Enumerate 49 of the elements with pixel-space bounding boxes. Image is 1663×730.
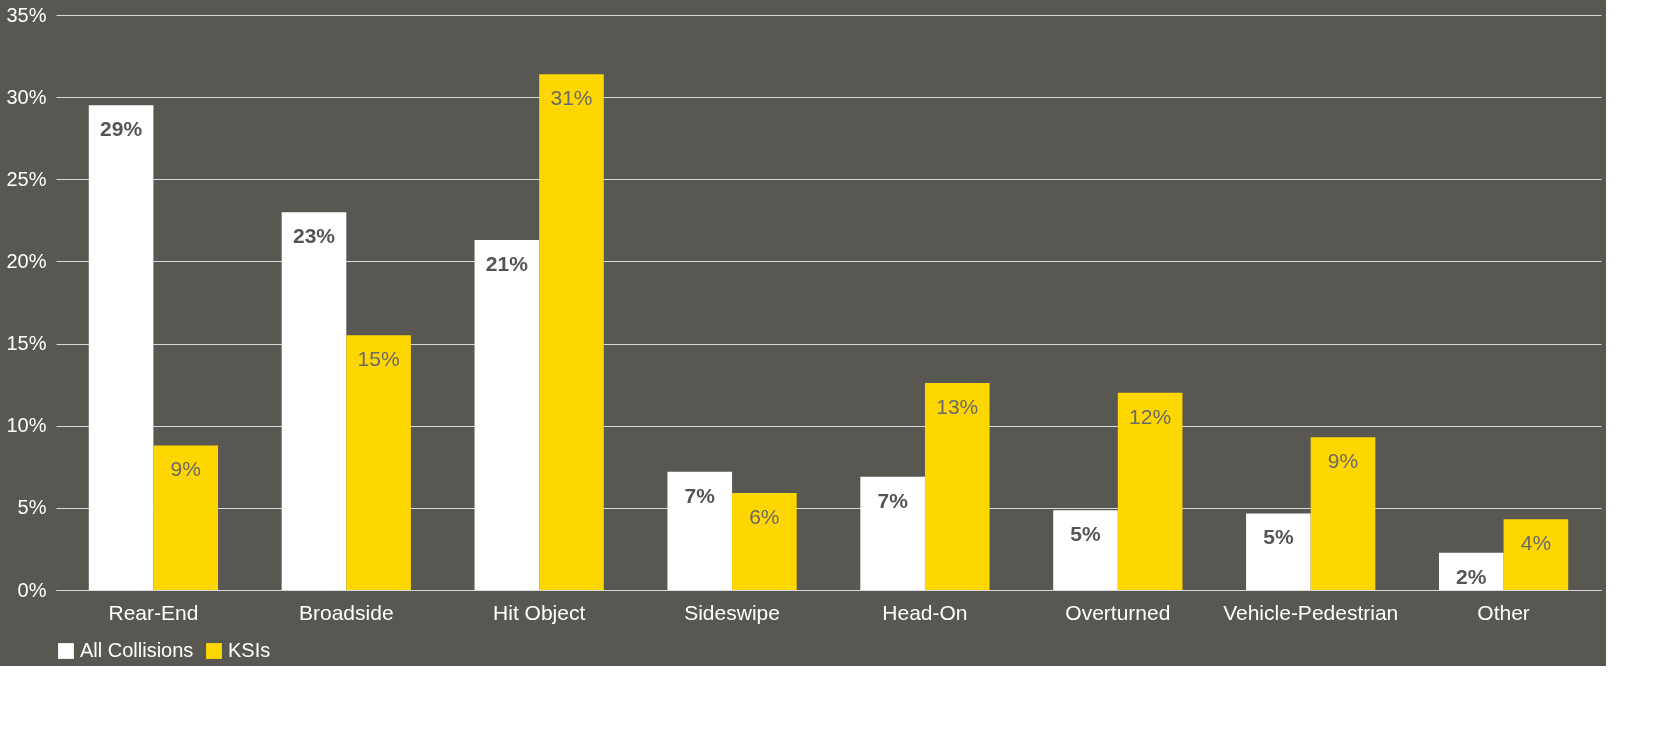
- bar: [1503, 519, 1569, 590]
- data-label: 7%: [877, 488, 909, 512]
- y-tick-label: 30%: [6, 85, 47, 108]
- bar: [667, 471, 733, 590]
- data-label: 12%: [1129, 404, 1172, 428]
- data-label: 9%: [1327, 449, 1359, 473]
- y-tick-label: 15%: [6, 332, 47, 355]
- bar: [88, 105, 154, 590]
- bar: [1246, 513, 1311, 590]
- x-tick-label: Overturned: [1065, 600, 1171, 624]
- y-tick-label: 0%: [17, 578, 47, 601]
- data-label: 21%: [485, 252, 529, 276]
- bar: [153, 445, 219, 590]
- x-tick-label: Hit Object: [493, 600, 586, 624]
- data-label: 31%: [550, 86, 593, 110]
- y-tick-label: 35%: [6, 3, 47, 26]
- legend-label: KSIs: [228, 639, 271, 661]
- x-tick-label: Head-On: [882, 600, 968, 624]
- bar: [539, 74, 604, 590]
- bar: [924, 383, 990, 590]
- data-label: 7%: [684, 483, 716, 507]
- data-label: 5%: [1070, 522, 1102, 546]
- data-label: 15%: [357, 347, 400, 371]
- bar: [1310, 437, 1376, 590]
- bar: [732, 493, 797, 590]
- data-label: 6%: [749, 505, 780, 529]
- bar: [474, 240, 540, 590]
- data-label: 13%: [936, 395, 979, 418]
- x-tick-label: Broadside: [299, 600, 394, 624]
- x-tick-label: Other: [1477, 600, 1530, 624]
- bar: [1117, 392, 1183, 590]
- y-tick-label: 10%: [6, 414, 47, 437]
- data-label: 2%: [1456, 564, 1487, 588]
- data-label: 29%: [100, 117, 143, 141]
- y-tick-label: 5%: [17, 496, 47, 519]
- data-label: 23%: [292, 224, 336, 248]
- bar: [346, 335, 411, 590]
- data-label: 4%: [1520, 531, 1552, 555]
- x-tick-label: Vehicle-Pedestrian: [1223, 600, 1399, 624]
- bar: [860, 476, 925, 590]
- bar: [281, 212, 347, 590]
- bar: [1053, 510, 1118, 590]
- x-tick-label: Rear-End: [108, 600, 199, 624]
- x-tick-label: Sideswipe: [684, 600, 780, 624]
- data-label: 9%: [170, 457, 201, 481]
- legend-label: All Collisions: [80, 639, 194, 661]
- y-tick-label: 25%: [6, 167, 47, 190]
- y-tick-label: 20%: [6, 249, 47, 272]
- data-label: 5%: [1263, 525, 1294, 549]
